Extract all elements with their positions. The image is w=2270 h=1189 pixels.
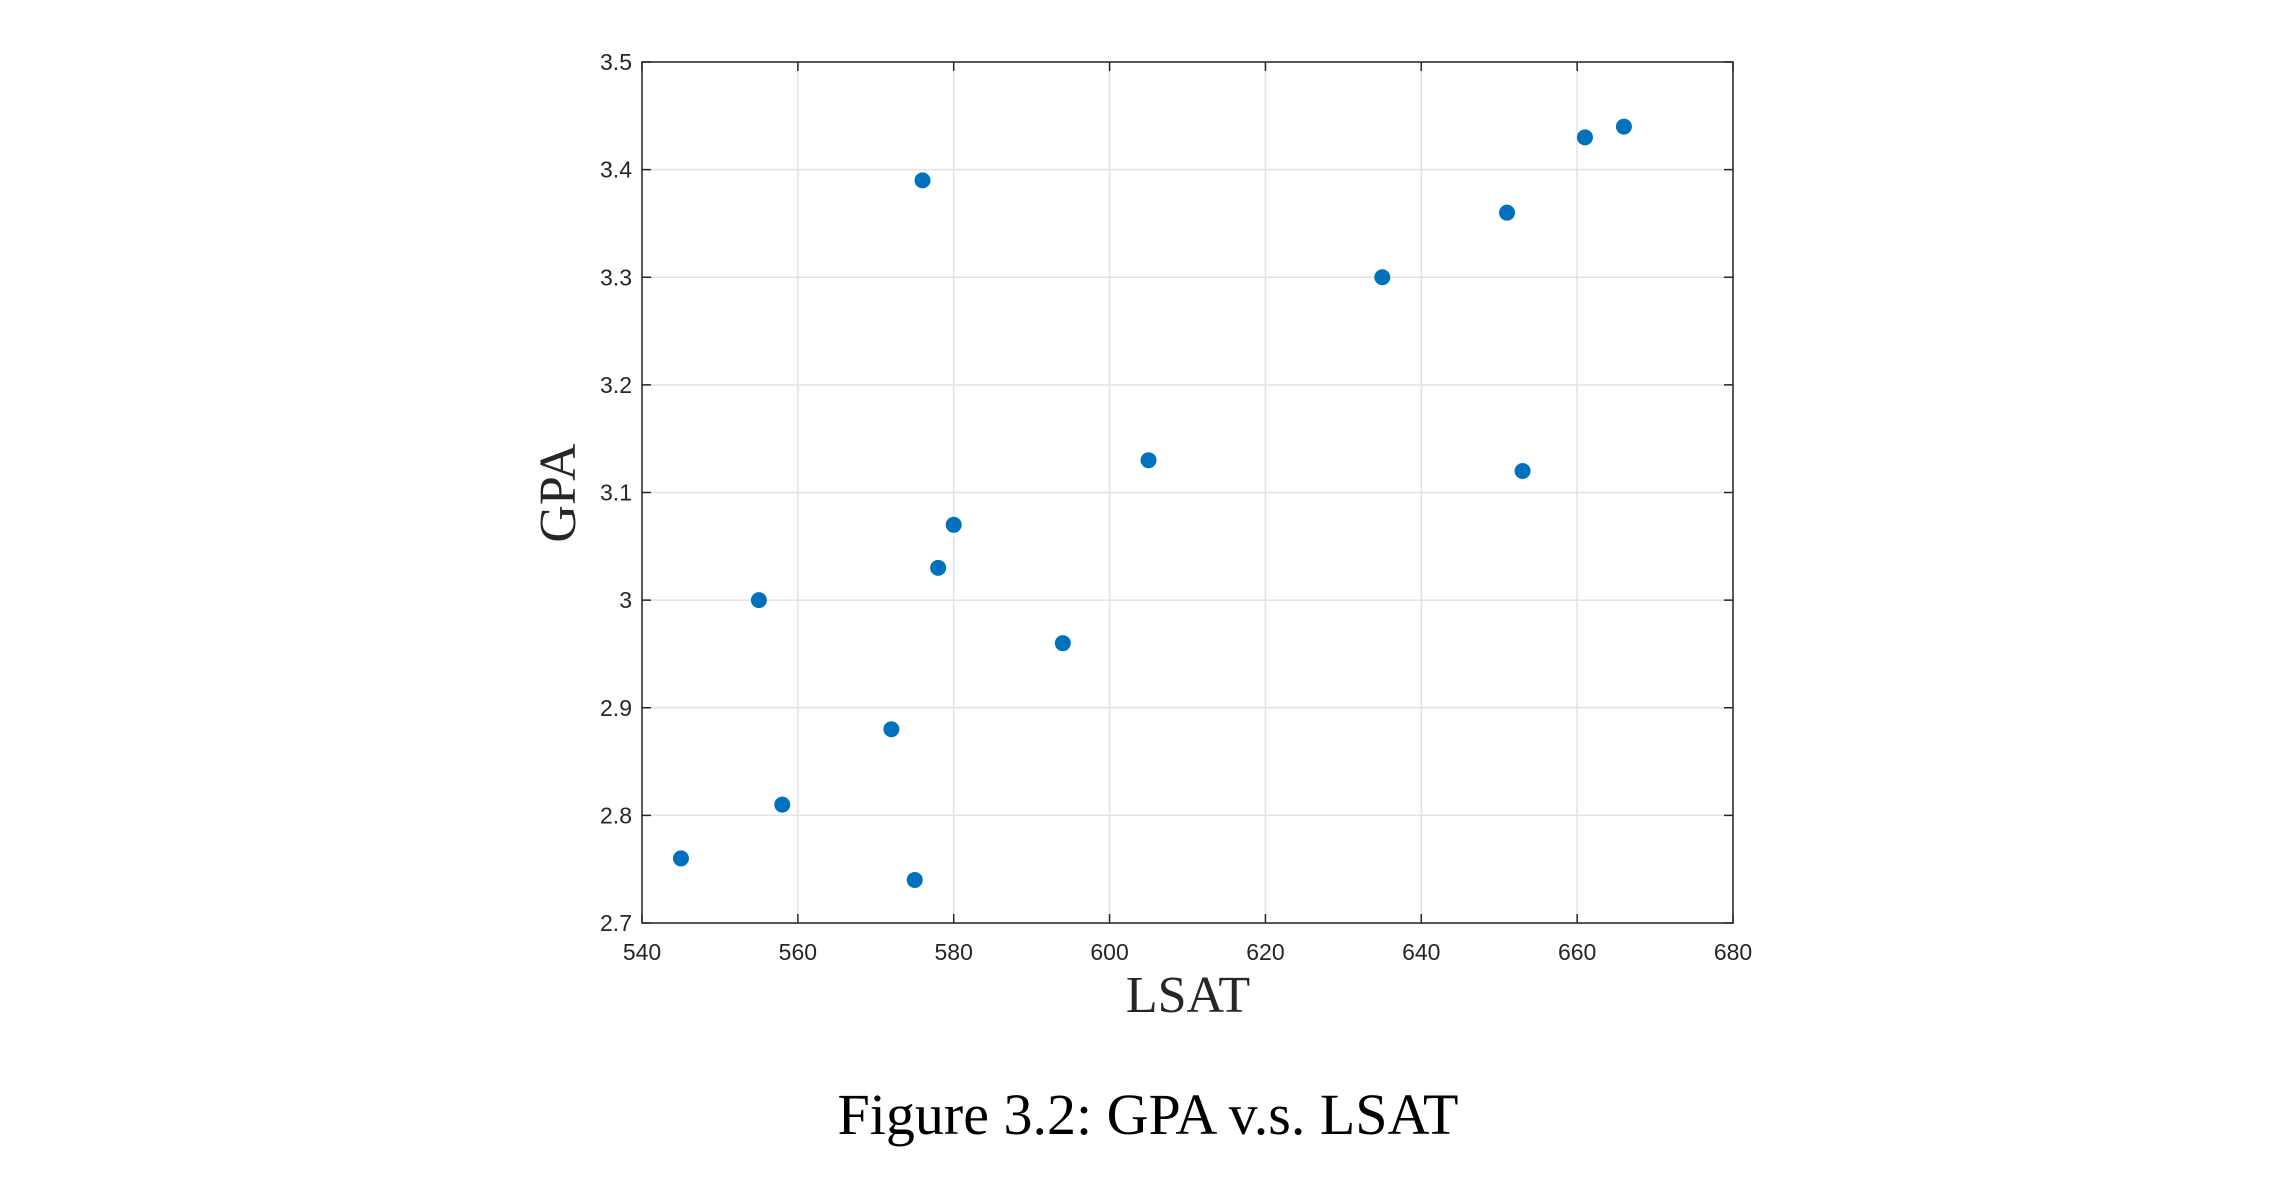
x-tick-label: 560 — [779, 939, 817, 965]
x-tick-label: 680 — [1714, 939, 1752, 965]
data-point — [1576, 129, 1593, 146]
data-point — [906, 871, 923, 888]
x-axis-label: LSAT — [1126, 967, 1250, 1024]
grid — [641, 61, 1734, 924]
x-tick-label: 540 — [623, 939, 661, 965]
y-tick-label: 3.3 — [600, 264, 632, 290]
axis-ticks: 540 560 580 600 620 640 660 680 2.7 2.8 2.9 3 3.1 3.2… — [600, 49, 1752, 965]
data-point — [930, 559, 947, 576]
data-point — [1374, 269, 1391, 286]
data-point — [1615, 118, 1632, 135]
y-tick-label: 3.4 — [600, 157, 632, 183]
y-tick-label: 3.1 — [600, 480, 632, 506]
data-point — [672, 850, 689, 867]
x-tick-label: 640 — [1402, 939, 1440, 965]
y-tick-label: 2.9 — [600, 695, 632, 721]
x-tick-label: 600 — [1090, 939, 1128, 965]
data-point — [1054, 635, 1071, 652]
y-axis-label: GPA — [530, 443, 587, 543]
data-point — [774, 796, 791, 813]
figure-caption: Figure 3.2: GPA v.s. LSAT — [838, 1082, 1459, 1147]
y-tick-label: 2.8 — [600, 802, 632, 828]
x-tick-label: 660 — [1558, 939, 1596, 965]
y-tick-label: 2.7 — [600, 910, 632, 936]
data-point — [883, 721, 900, 738]
y-tick-label: 3 — [619, 587, 632, 613]
data-point — [1499, 204, 1516, 221]
data-points — [672, 118, 1632, 888]
x-tick-label: 620 — [1246, 939, 1284, 965]
y-tick-label: 3.2 — [600, 372, 632, 398]
data-point — [750, 592, 767, 609]
data-point — [1514, 462, 1531, 479]
data-point — [945, 516, 962, 533]
data-point — [1140, 452, 1157, 469]
y-tick-label: 3.5 — [600, 49, 632, 75]
x-tick-label: 580 — [935, 939, 973, 965]
data-point — [914, 172, 931, 189]
